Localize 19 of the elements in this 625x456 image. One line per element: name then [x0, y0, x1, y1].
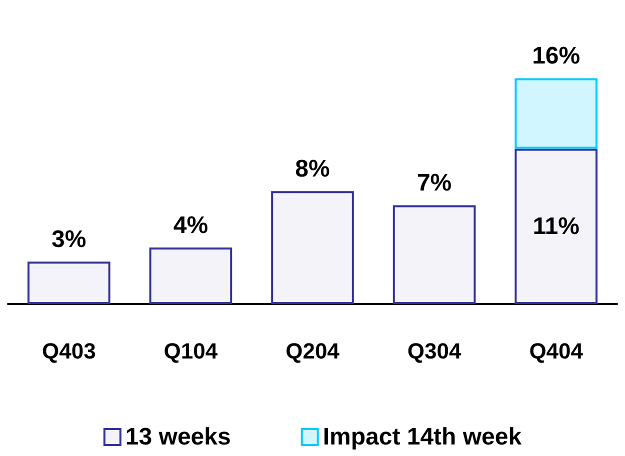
legend-label: 13 weeks: [125, 424, 231, 450]
bar: [514, 148, 598, 304]
x-tick-label: Q204: [286, 338, 340, 364]
x-tick-label: Q403: [42, 338, 96, 364]
x-tick-label: Q304: [407, 338, 462, 364]
x-tick-label: Q404: [529, 338, 584, 364]
bar: [271, 191, 354, 304]
data-label: 4%: [173, 212, 208, 240]
bar: [392, 205, 476, 304]
x-tick-label: Q104: [164, 338, 218, 364]
legend-label: Impact 14th week: [322, 424, 522, 450]
data-label: 3%: [52, 226, 86, 254]
data-label: 8%: [295, 156, 330, 183]
bar: [514, 78, 598, 149]
data-label: 7%: [416, 170, 452, 197]
data-label: 11%: [532, 212, 580, 240]
bar: [149, 248, 232, 304]
total-label: 16%: [532, 42, 580, 70]
bar: [27, 262, 110, 304]
